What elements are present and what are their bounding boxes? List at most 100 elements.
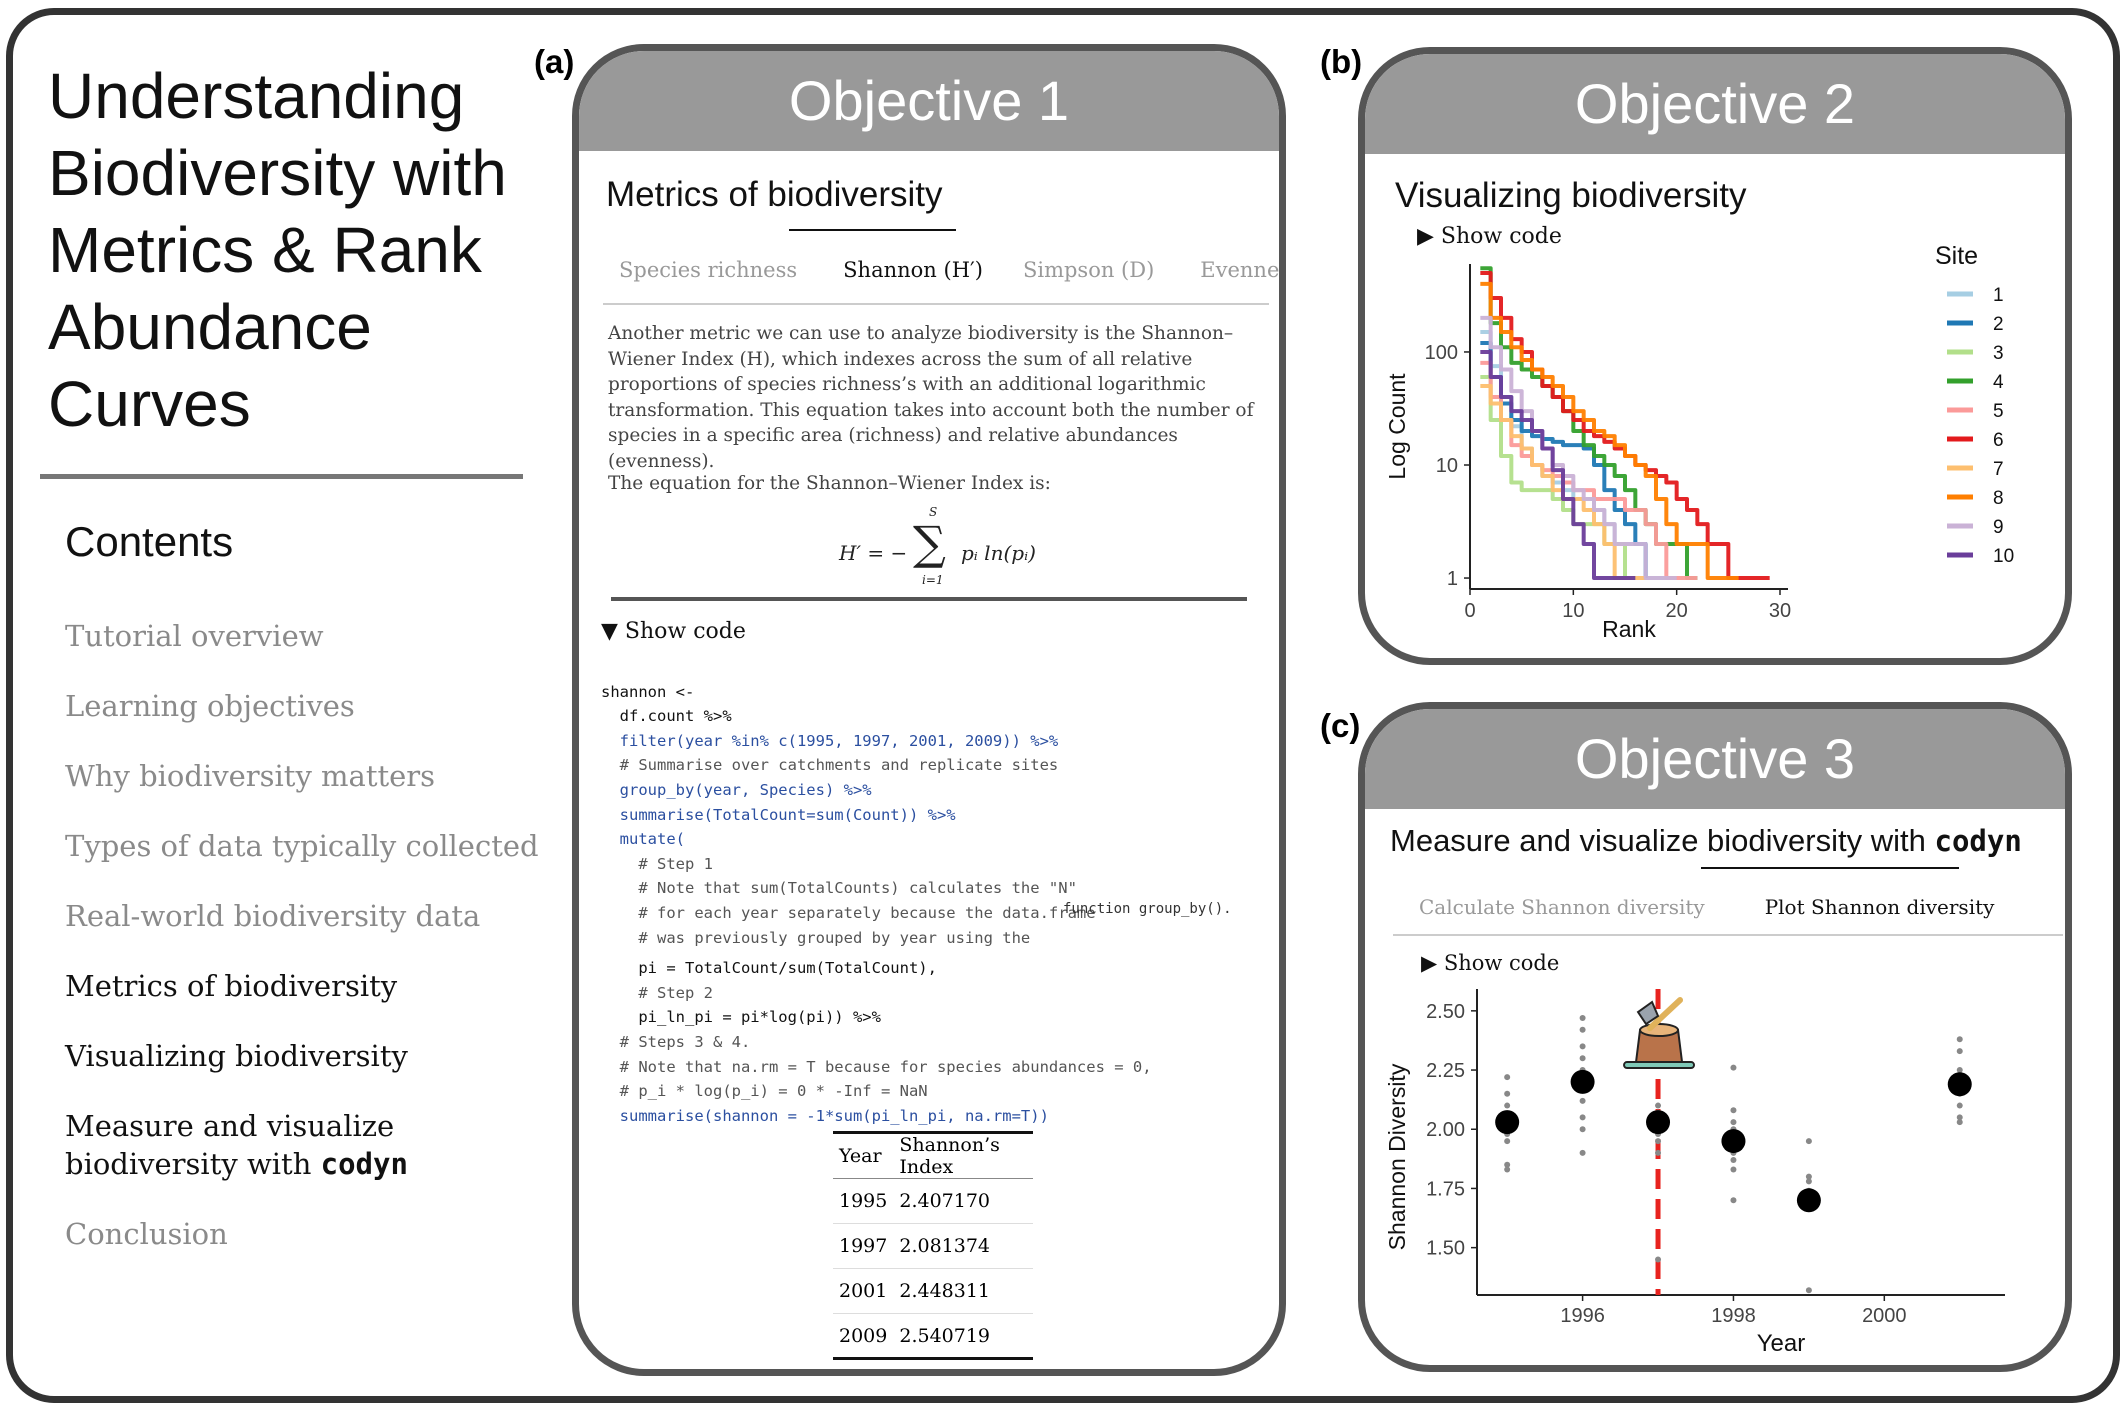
shannon-results-table: Year Shannon’s Index 1995 2.407170 1997 2.… xyxy=(833,1131,1033,1360)
tabs-divider xyxy=(603,303,1269,305)
toc-item-conclusion[interactable]: Conclusion xyxy=(65,1217,228,1251)
tab-shannon[interactable]: Shannon (H′) xyxy=(843,258,983,282)
y-tick-label: 10 xyxy=(1436,455,1458,477)
legend-title: Site xyxy=(1935,242,1978,270)
tab-plot-shannon[interactable]: Plot Shannon diversity xyxy=(1764,895,1995,919)
legend-label-site-4: 4 xyxy=(1993,372,2004,393)
replicate-point xyxy=(1956,1048,1963,1055)
tab-species-richness[interactable]: Species richness xyxy=(619,258,798,282)
series-line-site-8 xyxy=(1480,281,1739,581)
shannon-diversity-chart: 1.50 1.75 2.00 2.25 2.50 1996 1998 2000 Year Shan… xyxy=(1384,989,2005,1357)
panel-c-label: (c) xyxy=(1320,707,1361,744)
replicate-point xyxy=(1579,1114,1586,1121)
panel-a-heading: Metrics of biodiversity xyxy=(606,175,943,214)
toc-item-metrics[interactable]: Metrics of biodiversity xyxy=(65,969,398,1003)
replicate-point xyxy=(1730,1197,1737,1204)
y-tick-label: 1.50 xyxy=(1426,1238,1465,1260)
table-cell-index: 2.407170 xyxy=(893,1178,1033,1224)
replicate-point xyxy=(1579,1043,1586,1050)
y-axis-label: Shannon Diversity xyxy=(1384,1063,1410,1250)
replicate-point xyxy=(1956,1114,1963,1121)
equation-intro: The equation for the Shannon–Wiener Inde… xyxy=(608,473,1051,494)
code-line: summarise(shannon = -1*sum(pi_ln_pi, na.… xyxy=(601,1106,1049,1125)
tab-calculate-shannon[interactable]: Calculate Shannon diversity xyxy=(1419,895,1705,919)
mean-point xyxy=(1796,1188,1821,1213)
show-code-toggle-b[interactable]: ▶ Show code xyxy=(1417,224,1562,249)
stump-with-axe-icon xyxy=(1623,997,1696,1070)
toc-item-real-world-data[interactable]: Real-world biodiversity data xyxy=(65,899,481,933)
x-tick-label: 20 xyxy=(1666,600,1688,622)
code-line: mutate( xyxy=(601,830,685,849)
equation-lower-limit: i=1 xyxy=(922,573,944,587)
panel-c-heading-code: codyn xyxy=(1934,824,2022,858)
replicate-point xyxy=(1956,1119,1963,1126)
contents-heading: Contents xyxy=(65,518,234,565)
mean-point xyxy=(1646,1110,1671,1135)
tab-simpson[interactable]: Simpson (D) xyxy=(1022,258,1155,282)
panel-c-heading-label: Measure and visualize biodiversity with xyxy=(1390,823,1926,858)
code-line: shannon <- xyxy=(601,682,695,701)
toc-item-measure-visualize[interactable]: Measure and visualize biodiversity with … xyxy=(65,1107,565,1183)
legend-label-site-7: 7 xyxy=(1993,459,2004,480)
replicate-point xyxy=(1504,1138,1511,1145)
table-header-index: Shannon’s Index xyxy=(893,1131,1033,1179)
y-tick-label: 2.00 xyxy=(1426,1119,1465,1141)
active-tab-underline xyxy=(789,229,956,231)
code-line: group_by(year, Species) %>% xyxy=(601,780,872,799)
replicate-point xyxy=(1655,1138,1662,1145)
toc-item-visualizing[interactable]: Visualizing biodiversity xyxy=(65,1039,408,1073)
replicate-point xyxy=(1579,1126,1586,1133)
replicate-point xyxy=(1805,1178,1812,1185)
table-cell-year: 2001 xyxy=(833,1268,894,1314)
table-cell-year: 1995 xyxy=(833,1178,894,1224)
code-line: # Steps 3 & 4. xyxy=(601,1032,751,1051)
equation-lhs: H′ = − xyxy=(839,541,908,565)
replicate-point xyxy=(1504,1161,1511,1168)
panel-b-title: Objective 2 xyxy=(1365,54,2065,154)
replicate-point xyxy=(1805,1173,1812,1180)
code-line: df.count %>% xyxy=(601,707,732,726)
replicate-point xyxy=(1730,1107,1737,1114)
code-line: # p_i * log(p_i) = 0 * -Inf = NaN xyxy=(601,1082,928,1101)
toc-item-tutorial-overview[interactable]: Tutorial overview xyxy=(65,619,324,653)
replicate-point xyxy=(1805,1287,1812,1294)
mean-point xyxy=(1570,1069,1595,1094)
replicate-point xyxy=(1730,1064,1737,1071)
legend-label-site-5: 5 xyxy=(1993,401,2004,422)
legend-label-site-1: 1 xyxy=(1993,285,2004,306)
shannon-description: Another metric we can use to analyze bio… xyxy=(608,323,1254,472)
toc-item-learning-objectives[interactable]: Learning objectives xyxy=(65,689,355,723)
replicate-point xyxy=(1579,1026,1586,1033)
toc-item-measure-code: codyn xyxy=(320,1147,408,1181)
rank-abundance-chart: 0 10 20 30 1 10 100 Rank Log Count Site 1 2 3 4 5 6 7 8 9 1… xyxy=(1384,242,2014,642)
table-cell-year: 2009 xyxy=(833,1313,894,1360)
x-axis-label: Year xyxy=(1757,1330,1806,1357)
equation-divider xyxy=(611,597,1247,601)
code-line: # for each year separately because the d… xyxy=(601,903,1096,922)
replicate-point xyxy=(1579,1055,1586,1062)
replicate-point xyxy=(1956,1036,1963,1043)
replicate-point xyxy=(1504,1090,1511,1097)
page-title: Understanding Biodiversity with Metrics … xyxy=(48,60,507,440)
toc-item-why-biodiversity-matters[interactable]: Why biodiversity matters xyxy=(65,759,436,793)
show-code-toggle-c[interactable]: ▶ Show code xyxy=(1421,951,1560,975)
active-tab-underline-c xyxy=(1701,867,1959,869)
replicate-point xyxy=(1730,1157,1737,1164)
code-line: filter(year %in% c(1995, 1997, 2001, 200… xyxy=(601,731,1059,750)
code-line: # Summarise over catchments and replicat… xyxy=(601,756,1059,775)
table-cell-year: 1997 xyxy=(833,1223,894,1269)
series-line-site-6 xyxy=(1480,270,1770,581)
tab-evenness[interactable]: Evenness (E) xyxy=(1200,258,1280,282)
legend-label-site-3: 3 xyxy=(1993,343,2004,364)
table-cell-index: 2.081374 xyxy=(893,1223,1033,1269)
panel-objective-3: Objective 3 Measure and visualize biodiv… xyxy=(1358,702,2072,1372)
shannon-equation: H′ = − S ∑ i=1 pᵢ ln(pᵢ) xyxy=(839,503,1099,599)
show-code-toggle-a[interactable]: ▼ Show code xyxy=(601,619,746,644)
x-tick-label: 0 xyxy=(1464,600,1475,622)
table-cell-index: 2.540719 xyxy=(893,1313,1033,1360)
replicate-point xyxy=(1956,1102,1963,1109)
toc-item-types-of-data[interactable]: Types of data typically collected xyxy=(65,829,539,863)
code-overflow-text: function group_by(). xyxy=(1063,901,1232,917)
panel-c-title: Objective 3 xyxy=(1365,709,2065,809)
legend-label-site-9: 9 xyxy=(1993,517,2004,538)
